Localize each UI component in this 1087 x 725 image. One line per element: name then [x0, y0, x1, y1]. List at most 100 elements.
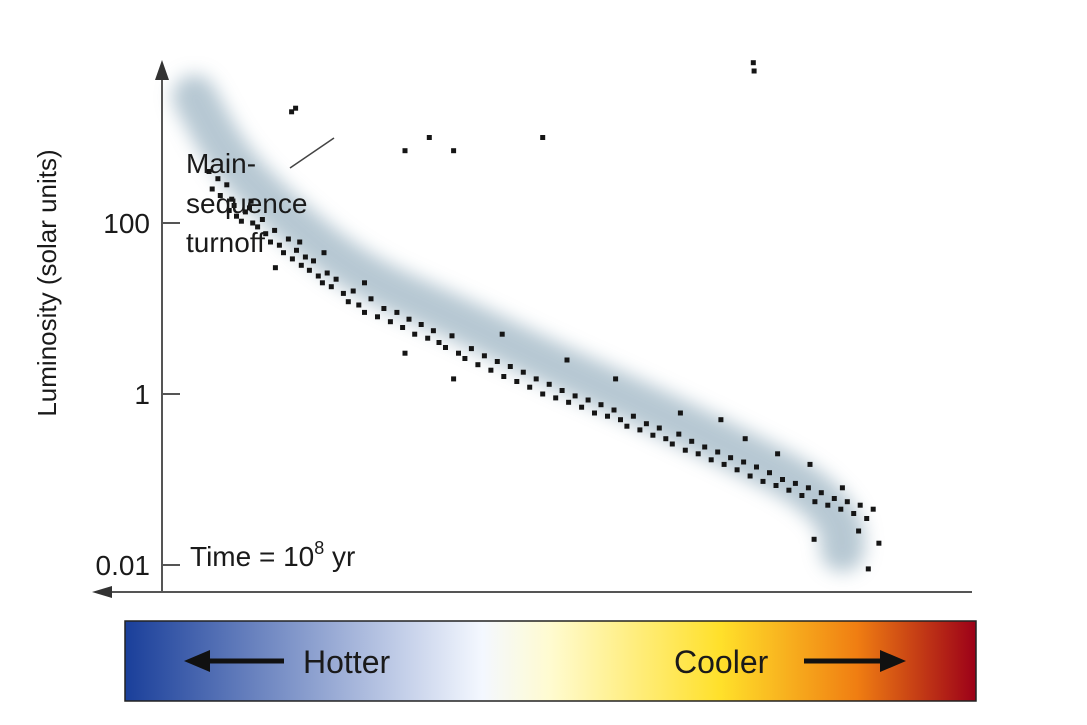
star-point — [514, 379, 520, 384]
star-point — [527, 384, 533, 390]
time-label-prefix: Time = 10 — [190, 541, 314, 572]
star-point — [350, 288, 356, 294]
star-point — [402, 350, 408, 356]
right-arrow-icon — [880, 650, 906, 672]
star-point — [368, 296, 374, 302]
star-point — [663, 436, 669, 442]
star-point — [215, 176, 221, 182]
star-point — [263, 231, 269, 237]
star-point — [721, 461, 727, 467]
star-point — [298, 262, 304, 268]
star-point — [876, 540, 882, 546]
star-point — [430, 328, 436, 334]
star-point — [533, 376, 539, 382]
star-point — [289, 109, 295, 115]
star-point — [605, 413, 610, 419]
star-point — [718, 417, 724, 423]
axes — [92, 60, 972, 598]
star-point — [451, 376, 457, 382]
star-point — [255, 224, 261, 230]
star-point — [234, 213, 239, 219]
star-point — [381, 306, 387, 311]
star-point — [613, 376, 619, 382]
star-point — [418, 322, 424, 327]
star-point — [268, 239, 273, 245]
x-axis-arrowhead — [92, 586, 112, 598]
star-point — [297, 239, 303, 245]
star-point — [248, 198, 254, 204]
star-point — [839, 485, 845, 491]
left-arrow-icon — [184, 650, 210, 672]
star-point — [400, 325, 406, 330]
star-point — [362, 280, 367, 286]
star-point — [238, 218, 244, 224]
star-point — [856, 528, 862, 534]
star-point — [579, 404, 585, 410]
star-point — [362, 309, 367, 315]
star-point — [276, 242, 282, 248]
star-point — [306, 267, 312, 273]
star-point — [231, 203, 237, 208]
y-axis-arrowhead — [155, 60, 169, 80]
star-point — [775, 451, 781, 457]
turnoff-annotation: Main- sequence turnoff — [186, 137, 335, 258]
star-point — [443, 345, 448, 350]
star-point — [250, 220, 256, 226]
star-point — [507, 364, 513, 369]
star-point — [812, 499, 818, 505]
star-point — [747, 473, 753, 479]
time-label-suffix: yr — [324, 541, 355, 572]
main-sequence-band — [172, 74, 865, 572]
star-point — [682, 447, 688, 453]
star-point — [449, 333, 455, 339]
star-point — [742, 436, 748, 442]
star-point — [229, 196, 235, 202]
main-sequence-band-path — [172, 74, 865, 572]
star-point — [751, 68, 757, 74]
star-point — [702, 444, 708, 450]
star-point — [566, 399, 572, 405]
star-point — [825, 502, 831, 508]
star-point — [272, 265, 278, 271]
star-point — [494, 359, 500, 364]
star-point — [425, 335, 431, 341]
star-point — [456, 350, 461, 356]
star-point — [870, 506, 876, 512]
star-point — [406, 316, 412, 322]
star-point — [345, 299, 351, 305]
star-point — [553, 395, 559, 401]
star-point — [592, 410, 597, 416]
turnoff-label-line2: sequence — [186, 188, 307, 219]
star-point — [289, 256, 295, 262]
cooler-arrow — [804, 650, 906, 672]
star-point — [598, 402, 604, 408]
star-point — [865, 566, 871, 572]
star-point — [206, 169, 212, 174]
star-point — [328, 284, 334, 290]
star-point — [242, 209, 248, 215]
star-point — [831, 496, 837, 501]
star-point — [488, 367, 494, 373]
star-point — [217, 193, 223, 198]
star-point — [315, 273, 321, 279]
temperature-colorbar: Hotter Cooler — [124, 620, 977, 702]
star-point — [734, 467, 740, 473]
star-point — [426, 135, 432, 140]
star-point — [857, 502, 863, 508]
star-point — [387, 319, 393, 325]
y-ticks: 0.01 1 100 — [96, 208, 180, 581]
star-point — [786, 487, 792, 493]
star-point — [695, 451, 701, 457]
star-point — [818, 490, 824, 496]
star-point — [851, 511, 857, 516]
star-point — [319, 280, 325, 286]
star-point — [611, 407, 617, 413]
turnoff-label-line1: Main- — [186, 148, 256, 179]
star-point — [436, 340, 442, 345]
star-point — [546, 381, 552, 387]
star-point — [451, 148, 457, 154]
star-point — [209, 186, 215, 192]
star-point — [637, 427, 643, 433]
star-point — [844, 499, 850, 505]
